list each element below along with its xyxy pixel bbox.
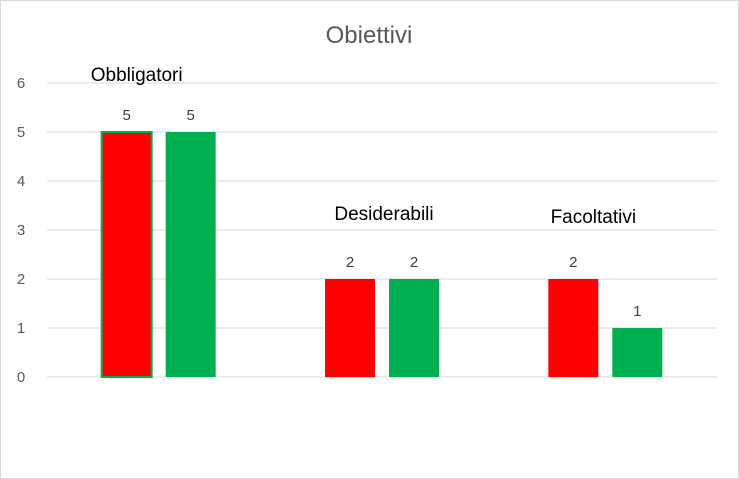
category-label-facoltativi: Facoltativi (551, 207, 637, 228)
category-label-desiderabili: Desiderabili (334, 204, 433, 225)
data-label-obbligatori-series-2: 5 (186, 107, 194, 124)
bar-obbligatori-series-2 (166, 132, 216, 377)
y-tick-label: 4 (17, 173, 25, 190)
bar-facoltativi-series-1 (548, 279, 598, 377)
y-tick-label: 5 (17, 124, 25, 141)
bars (102, 132, 663, 377)
data-label-facoltativi-series-1: 2 (569, 254, 577, 271)
y-axis-ticks: 0 1 2 3 4 5 6 (17, 75, 25, 386)
y-tick-label: 1 (17, 320, 25, 337)
bar-desiderabili-series-2 (389, 279, 439, 377)
y-tick-label: 0 (17, 369, 25, 386)
data-label-facoltativi-series-2: 1 (633, 303, 641, 320)
bar-facoltativi-series-2 (612, 328, 662, 377)
category-label-obbligatori: Obbligatori (91, 65, 183, 86)
y-tick-label: 2 (17, 271, 25, 288)
chart-title: Obiettivi (326, 22, 413, 49)
y-tick-label: 6 (17, 75, 25, 92)
data-label-desiderabili-series-1: 2 (346, 254, 354, 271)
bar-desiderabili-series-1 (325, 279, 375, 377)
data-label-obbligatori-series-1: 5 (122, 107, 130, 124)
y-tick-label: 3 (17, 222, 25, 239)
data-label-desiderabili-series-2: 2 (410, 254, 418, 271)
bar-obbligatori-series-1 (102, 132, 152, 377)
